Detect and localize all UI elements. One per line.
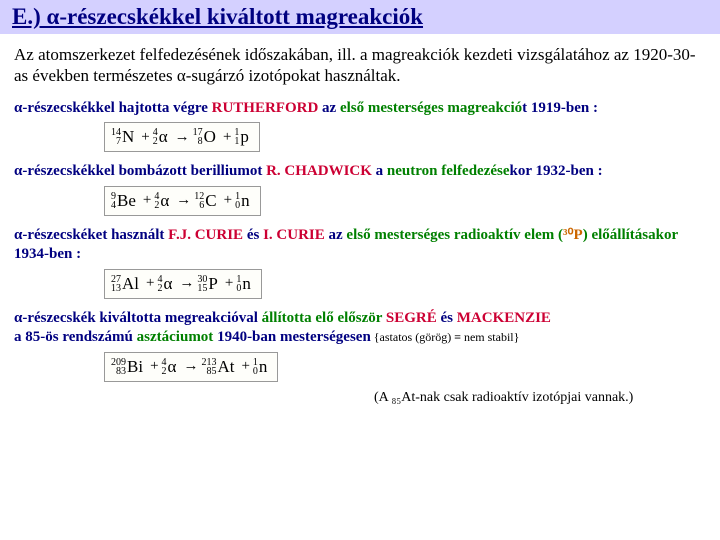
s1-name: RUTHERFORD [212, 100, 319, 116]
section-curie: α-részecskéket használt F.J. CURIE és I.… [14, 226, 706, 265]
s3-mid: az [325, 227, 347, 243]
s4-line2a: a 85-ös rendszámú [14, 329, 137, 345]
content: Az atomszerkezet felfedezésének időszaká… [0, 44, 720, 406]
equation-4: 20983Bi+42α→21385At+10n [104, 352, 706, 384]
s1-mid: az [318, 100, 340, 116]
s2-pre: α-részecskékkel bombázott berilliumot [14, 163, 266, 179]
intro-text: Az atomszerkezet felfedezésének időszaká… [14, 44, 706, 87]
title-bar: E.) α-részecskékkel kiváltott magreakció… [0, 0, 720, 34]
s2-name: R. CHADWICK [266, 163, 372, 179]
s3-and: és [243, 227, 263, 243]
section-segre: α-részecskék kiváltotta megreakcióval ál… [14, 309, 706, 348]
page-title: E.) α-részecskékkel kiváltott magreakció… [12, 4, 423, 29]
s1-post: t 1919-ben : [522, 100, 598, 116]
s4-name1: SEGRÉ [386, 310, 437, 326]
equation-1: 147N+42α→178O+11p [104, 122, 706, 154]
s1-pre: α-részecskékkel hajtotta végre [14, 100, 212, 116]
section-rutherford: α-részecskékkel hajtotta végre RUTHERFOR… [14, 99, 706, 119]
s3-name1: F.J. CURIE [168, 227, 243, 243]
s3-green1: első mesterséges radioaktív elem ( [346, 227, 563, 243]
s1-green: első mesterséges magreakció [340, 100, 522, 116]
s3-orange: ³⁰P [563, 227, 583, 243]
s4-line2b: 1940-ban mesterségesen [213, 329, 370, 345]
s3-post: 1934-ben : [14, 246, 81, 262]
section-chadwick: α-részecskékkel bombázott berilliumot R.… [14, 162, 706, 182]
s3-pre: α-részecskéket használt [14, 227, 168, 243]
s4-pre: α-részecskék kiváltotta megreakcióval [14, 310, 262, 326]
s3-green2: ) előállításakor [583, 227, 678, 243]
s4-green2: asztáciumot [137, 329, 214, 345]
footnote: (A ₈₅At-nak csak radioaktív izotópjai va… [374, 390, 706, 406]
s2-post: kor 1932-ben : [510, 163, 603, 179]
s4-and: és [437, 310, 457, 326]
s2-mid: a [372, 163, 387, 179]
s4-note: {astatos (görög) ≡ nem stabil} [371, 330, 520, 344]
s4-green: állította elő először [262, 310, 383, 326]
s2-green: neutron felfedezése [387, 163, 510, 179]
equation-3: 2713Al+42α→3015P+10n [104, 269, 706, 301]
equation-2: 94Be+42α→126C+10n [104, 186, 706, 218]
s4-name2: MACKENZIE [457, 310, 551, 326]
s3-name2: I. CURIE [263, 227, 325, 243]
